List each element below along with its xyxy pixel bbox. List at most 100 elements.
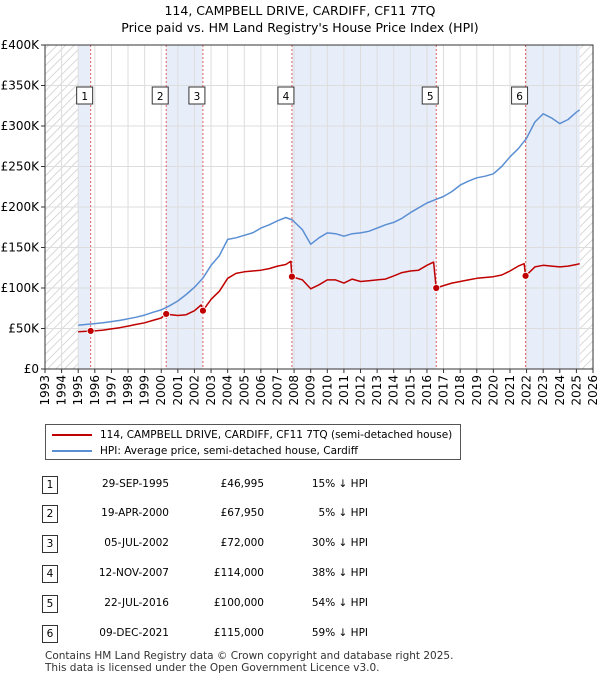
y-tick-label: £250K	[1, 160, 41, 174]
y-tick-label: £200K	[1, 200, 41, 214]
sale-point	[199, 306, 207, 315]
legend-item-hpi: HPI: Average price, semi-detached house,…	[52, 443, 358, 459]
x-tick-label: 2002	[187, 375, 201, 406]
sale-point	[432, 284, 441, 292]
x-tick-label: 2015	[403, 375, 417, 406]
x-tick-label: 2024	[553, 375, 567, 406]
sale-number-badge: 6	[42, 625, 58, 643]
sale-label-box	[76, 86, 94, 105]
sale-label-text: 2	[157, 91, 164, 103]
sale-label-text: 3	[194, 91, 201, 103]
title-line-2: Price paid vs. HM Land Registry's House …	[121, 20, 479, 35]
x-tick-label: 2018	[453, 375, 467, 406]
x-tick-label: 2023	[536, 375, 550, 406]
sale-hpi-diff: 54% ↓ HPI	[311, 597, 368, 609]
x-tick-label: 1996	[88, 375, 102, 406]
sale-point	[521, 271, 530, 280]
sale-hpi-diff: 5% ↓ HPI	[318, 507, 368, 519]
y-tick-label: £0	[24, 362, 39, 376]
title-line-1: 114, CAMPBELL DRIVE, CARDIFF, CF11 7TQ	[164, 3, 436, 18]
sale-price: £100,000	[213, 597, 264, 609]
legend-label-property: 114, CAMPBELL DRIVE, CARDIFF, CF11 7TQ (…	[100, 429, 453, 441]
legend-swatch-property	[52, 434, 92, 436]
sale-point	[86, 327, 95, 335]
sale-row: 3 05-JUL-2002 £72,000 30% ↓ HPI	[42, 535, 402, 553]
sale-number-badge: 2	[42, 505, 58, 523]
sale-hpi-diff: 59% ↓ HPI	[311, 627, 368, 639]
sale-date: 09-DEC-2021	[99, 627, 169, 639]
x-tick-label: 2026	[586, 375, 600, 406]
sale-row: 5 22-JUL-2016 £100,000 54% ↓ HPI	[42, 595, 402, 613]
x-tick-label: 2007	[270, 375, 284, 406]
x-tick-label: 2012	[354, 375, 368, 406]
x-tick-label: 2014	[387, 375, 401, 406]
sale-label-box	[188, 86, 206, 105]
x-tick-label: 2000	[154, 375, 168, 406]
property-price-line	[78, 260, 580, 333]
footer-copyright: Contains HM Land Registry data © Crown c…	[45, 650, 454, 662]
sale-row: 2 19-APR-2000 £67,950 5% ↓ HPI	[42, 505, 402, 523]
x-tick-label: 2022	[520, 375, 534, 406]
x-tick-label: 1999	[138, 375, 152, 406]
y-tick-label: £350K	[1, 79, 41, 93]
sale-row: 4 12-NOV-2007 £114,000 38% ↓ HPI	[42, 565, 402, 583]
sale-number-badge: 4	[42, 565, 58, 583]
sale-label-box	[277, 86, 295, 105]
x-tick-label: 2016	[420, 375, 434, 406]
price-chart: 1 2 3 4 5 6 £0 £50K £100K £150K £200K £250K £300K £35…	[1, 38, 600, 406]
sale-label-text: 4	[283, 91, 290, 103]
footer-licence: This data is licensed under the Open Gov…	[45, 662, 380, 674]
sale-number-badge: 3	[42, 535, 58, 553]
x-tick-label: 2020	[486, 375, 500, 406]
sale-date: 22-JUL-2016	[104, 597, 169, 609]
x-tick-label: 2025	[569, 375, 583, 406]
sale-price: £72,000	[220, 537, 264, 549]
x-tick-label: 1994	[55, 375, 69, 406]
sale-label-text: 5	[427, 91, 434, 103]
sale-hpi-diff: 15% ↓ HPI	[311, 478, 368, 490]
x-tick-label: 2017	[437, 375, 451, 406]
x-tick-label: 2008	[287, 375, 301, 406]
x-tick-label: 2005	[237, 375, 251, 406]
x-tick-label: 2010	[320, 375, 334, 406]
sale-price: £67,950	[220, 507, 264, 519]
sale-point	[162, 310, 171, 318]
sale-date: 19-APR-2000	[101, 507, 169, 519]
y-tick-label: £150K	[1, 241, 41, 255]
sale-label-text: 6	[516, 91, 523, 103]
x-tick-label: 2013	[370, 375, 384, 406]
y-tick-label: £400K	[1, 38, 41, 52]
sale-price: £114,000	[213, 567, 264, 579]
y-tick-label: £300K	[1, 119, 41, 133]
x-tick-label: 2009	[304, 375, 318, 406]
sale-date: 05-JUL-2002	[104, 537, 169, 549]
legend-item-property: 114, CAMPBELL DRIVE, CARDIFF, CF11 7TQ (…	[52, 427, 452, 443]
sale-price: £115,000	[213, 627, 264, 639]
x-tick-label: 2003	[204, 375, 218, 406]
sale-label-box	[421, 86, 439, 105]
sale-row: 6 09-DEC-2021 £115,000 59% ↓ HPI	[42, 625, 402, 643]
x-tick-label: 2001	[171, 375, 185, 406]
sale-number-badge: 1	[42, 476, 58, 494]
x-tick-label: 2019	[470, 375, 484, 406]
x-tick-label: 1993	[38, 375, 52, 406]
x-tick-label: 1998	[121, 375, 135, 406]
x-tick-label: 2011	[337, 375, 351, 406]
legend-label-hpi: HPI: Average price, semi-detached house,…	[100, 445, 358, 457]
sale-row: 1 29-SEP-1995 £46,995 15% ↓ HPI	[42, 476, 402, 494]
y-tick-label: £50K	[8, 322, 40, 336]
sale-date: 12-NOV-2007	[98, 567, 169, 579]
y-tick-label: £100K	[1, 281, 41, 295]
sale-date: 29-SEP-1995	[101, 478, 169, 490]
sale-label-text: 1	[81, 91, 88, 103]
sale-label-box	[151, 86, 169, 105]
sale-point	[288, 272, 296, 281]
sale-hpi-diff: 38% ↓ HPI	[311, 567, 368, 579]
x-tick-label: 2004	[221, 375, 235, 406]
sale-hpi-diff: 30% ↓ HPI	[311, 537, 368, 549]
x-tick-label: 2021	[503, 375, 517, 406]
footer: Contains HM Land Registry data © Crown c…	[45, 650, 453, 674]
legend-swatch-hpi	[52, 450, 92, 452]
chart-title: 114, CAMPBELL DRIVE, CARDIFF, CF11 7TQ P…	[0, 2, 600, 36]
sale-price: £46,995	[220, 478, 264, 490]
